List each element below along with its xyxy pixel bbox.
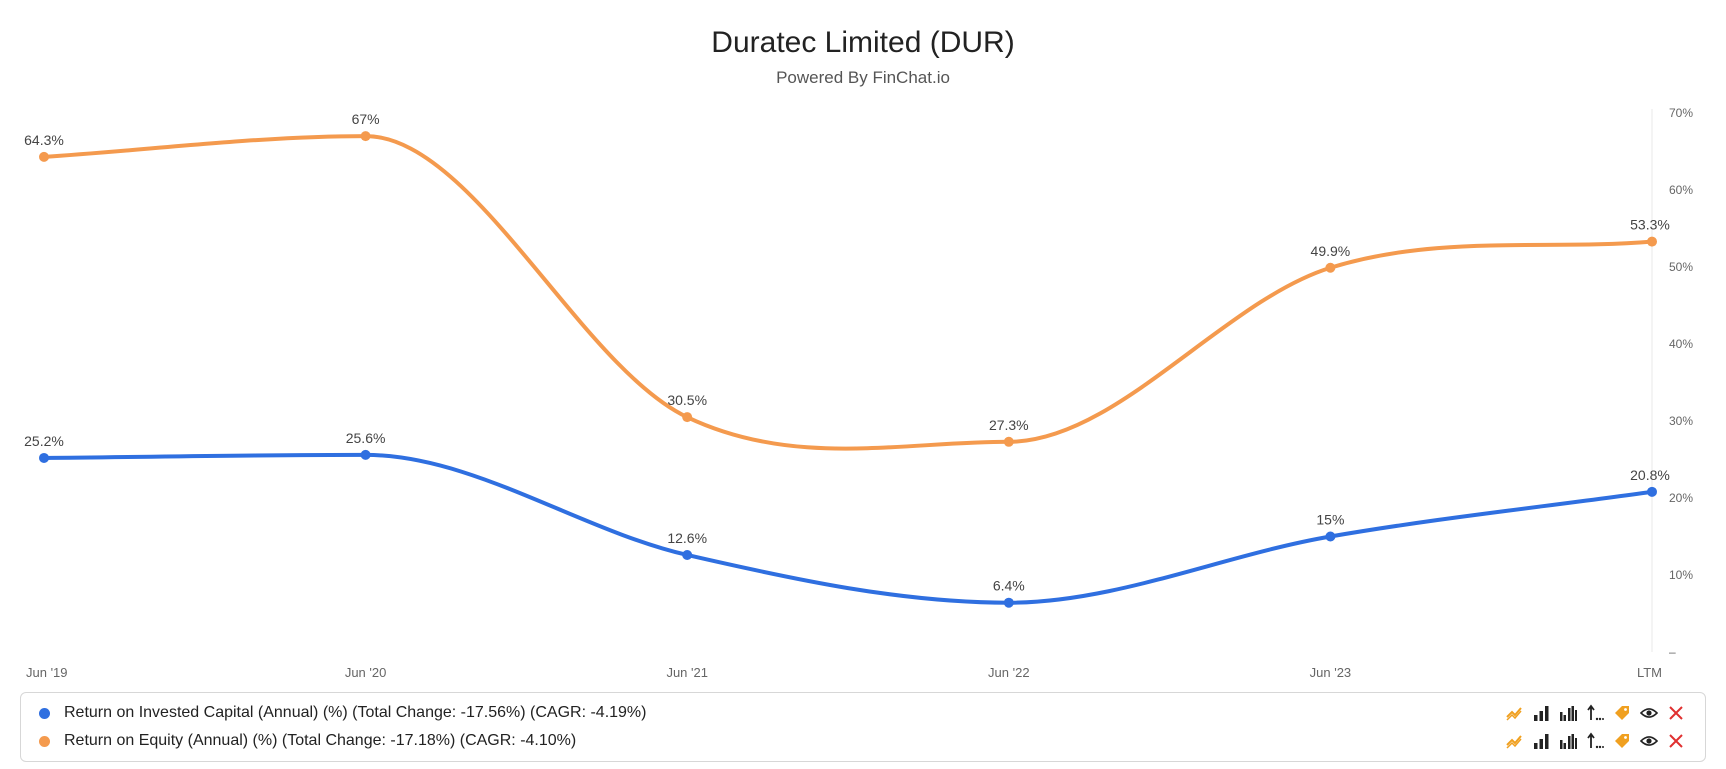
x-tick-label: Jun '20 xyxy=(345,665,387,680)
legend-label-roic: Return on Invested Capital (Annual) (%) … xyxy=(64,704,647,721)
x-tick-label: Jun '21 xyxy=(666,665,708,680)
data-point-roic xyxy=(1325,531,1336,542)
trend-icon[interactable] xyxy=(1505,732,1523,750)
data-label-roe: 27.3% xyxy=(989,417,1029,433)
data-point-roe xyxy=(1325,262,1336,273)
data-label-roic: 25.6% xyxy=(346,430,386,446)
data-label-roe: 49.9% xyxy=(1311,243,1351,259)
data-point-roe xyxy=(1647,236,1657,247)
data-label-roic: 15% xyxy=(1316,512,1344,528)
tag-icon[interactable] xyxy=(1613,732,1631,750)
y-tick-label: 20% xyxy=(1669,491,1693,505)
data-label-roic: 20.8% xyxy=(1630,467,1670,483)
eye-icon[interactable] xyxy=(1640,732,1658,750)
y-tick-label: 30% xyxy=(1669,414,1693,428)
y-tick-label: 60% xyxy=(1669,183,1693,197)
chart-title: Duratec Limited (DUR) xyxy=(711,26,1015,59)
line-chart: 70% 60% 50% 40% 30% 20% 10% – Jun '19 Jun '20 Jun … xyxy=(24,106,1693,680)
x-tick-label: LTM xyxy=(1637,665,1662,680)
data-label-roic: 12.6% xyxy=(667,530,707,546)
data-point-roic xyxy=(1003,597,1014,608)
legend-item-roic[interactable]: Return on Invested Capital (Annual) (%) … xyxy=(21,700,1705,726)
data-point-roic xyxy=(39,452,49,463)
close-icon[interactable] xyxy=(1667,732,1685,750)
toolbar-roic xyxy=(1505,700,1685,726)
legend-dot-roe xyxy=(39,735,50,747)
legend-label-roe: Return on Equity (Annual) (%) (Total Cha… xyxy=(64,732,577,749)
eye-icon[interactable] xyxy=(1640,704,1658,722)
sort-icon[interactable] xyxy=(1586,732,1604,750)
chart-subtitle: Powered By FinChat.io xyxy=(776,68,950,87)
data-point-roic xyxy=(360,449,371,460)
y-tick-label: 50% xyxy=(1669,260,1693,274)
bar-chart-icon[interactable] xyxy=(1532,732,1550,750)
data-point-roe xyxy=(682,412,693,423)
data-point-roe xyxy=(39,151,49,162)
x-tick-label: Jun '22 xyxy=(988,665,1030,680)
x-tick-label: Jun '23 xyxy=(1310,665,1352,680)
data-label-roic: 6.4% xyxy=(993,578,1025,594)
y-tick-label: 10% xyxy=(1669,568,1693,582)
data-point-roe xyxy=(1003,436,1014,447)
y-tick-label: 40% xyxy=(1669,337,1693,351)
trend-icon[interactable] xyxy=(1505,704,1523,722)
series-line-roe xyxy=(42,134,1654,451)
y-tick-label: 70% xyxy=(1669,106,1693,120)
series-line-roic xyxy=(42,452,1654,605)
data-label-roe: 30.5% xyxy=(667,392,707,408)
data-label-roe: 53.3% xyxy=(1630,217,1670,233)
sort-icon[interactable] xyxy=(1586,704,1604,722)
data-point-roic xyxy=(1647,486,1657,497)
legend-dot-roic xyxy=(39,707,50,719)
tag-icon[interactable] xyxy=(1613,704,1631,722)
grouped-bar-icon[interactable] xyxy=(1559,704,1577,722)
x-tick-label: Jun '19 xyxy=(26,665,68,680)
legend: Return on Invested Capital (Annual) (%) … xyxy=(20,692,1706,762)
data-label-roe: 67% xyxy=(352,111,380,127)
close-icon[interactable] xyxy=(1667,704,1685,722)
legend-item-roe[interactable]: Return on Equity (Annual) (%) (Total Cha… xyxy=(21,728,1705,754)
data-point-roic xyxy=(682,549,693,560)
grouped-bar-icon[interactable] xyxy=(1559,732,1577,750)
data-point-roe xyxy=(360,131,371,142)
data-label-roic: 25.2% xyxy=(24,433,64,449)
data-label-roe: 64.3% xyxy=(24,132,64,148)
y-tick-label: – xyxy=(1669,645,1676,659)
toolbar-roe xyxy=(1505,728,1685,754)
bar-chart-icon[interactable] xyxy=(1532,704,1550,722)
